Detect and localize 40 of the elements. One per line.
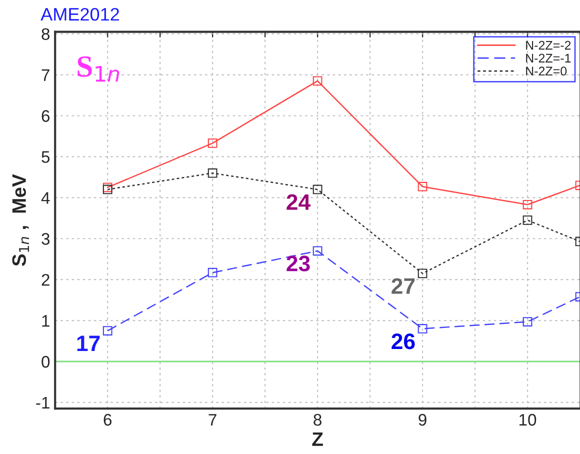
legend-label: N-2Z=-1 [526,54,571,62]
y-tick-label: 2 [42,274,50,286]
y-tick-label: 3 [42,233,50,245]
point [522,216,532,225]
annotation: 23 [286,256,310,272]
point [418,268,428,278]
legend-label: N-2Z=-2 [526,40,571,50]
y-tick-label: -1 [36,397,50,408]
annotation: 27 [392,278,415,294]
x-tick-label: 8 [314,414,322,426]
point [208,268,218,278]
x-axis-title: Z [312,432,323,446]
point [418,182,428,192]
y-tick-label: 8 [42,28,50,40]
x-tick-label: 6 [104,414,112,426]
point [208,138,218,148]
y-tick-label: 4 [41,192,50,204]
point [418,324,428,334]
point [102,326,112,336]
text: AME2012 [40,8,119,21]
point [522,200,532,210]
annotation: 24 [286,194,310,210]
y-tick-label: 5 [42,151,50,163]
y-tick-label: 6 [42,110,50,122]
y-tick-label: 0 [42,356,50,368]
annotation: S$_{1n}$ [78,56,120,82]
annotation: 26 [392,333,415,350]
point [208,168,218,178]
point [312,76,322,86]
legend-label: N-2Z=0 [526,66,567,76]
y-axis-title: S$_{1n}$ , MeV [12,174,29,266]
y-tick-label: 1 [42,315,50,327]
annotation: 17 [77,336,100,352]
y-tick-label: 7 [42,69,50,81]
point [312,246,322,256]
x-tick-label: 10 [520,414,536,426]
x-tick-label: 9 [418,414,426,426]
x-tick-label: 7 [208,414,216,426]
point [522,317,532,326]
point [312,184,322,194]
